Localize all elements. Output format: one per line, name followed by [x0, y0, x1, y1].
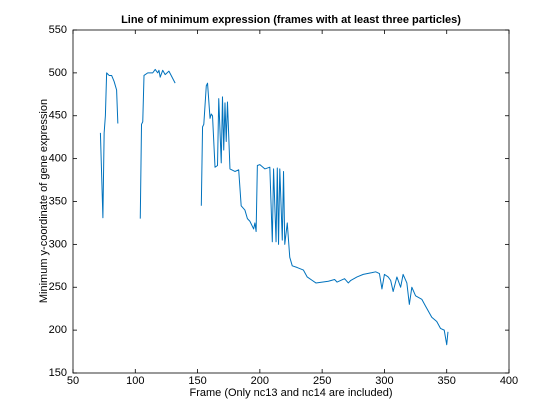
y-tick-label: 150 — [49, 367, 67, 379]
data-line — [99, 68, 449, 346]
x-tick-label: 400 — [500, 375, 518, 387]
x-tick-label: 200 — [251, 375, 269, 387]
y-tick-label: 300 — [49, 238, 67, 250]
x-tick-label: 150 — [188, 375, 206, 387]
x-axis-label: Frame (Only nc13 and nc14 are included) — [190, 387, 393, 399]
x-tick-label: 350 — [438, 375, 456, 387]
y-tick-label: 550 — [49, 24, 67, 36]
chart-title: Line of minimum expression (frames with … — [121, 14, 461, 26]
x-tick-label: 250 — [313, 375, 331, 387]
x-tick-label: 300 — [375, 375, 393, 387]
y-tick-label: 350 — [49, 195, 67, 207]
y-axis-label: Minimum y-coordinate of gene expression — [38, 99, 50, 303]
y-tick-label: 200 — [49, 324, 67, 336]
y-tick-label: 500 — [49, 67, 67, 79]
x-tick-label: 100 — [126, 375, 144, 387]
y-tick-label: 450 — [49, 110, 67, 122]
y-tick-label: 400 — [49, 153, 67, 165]
y-tick-label: 250 — [49, 281, 67, 293]
x-tick-label: 50 — [67, 375, 79, 387]
